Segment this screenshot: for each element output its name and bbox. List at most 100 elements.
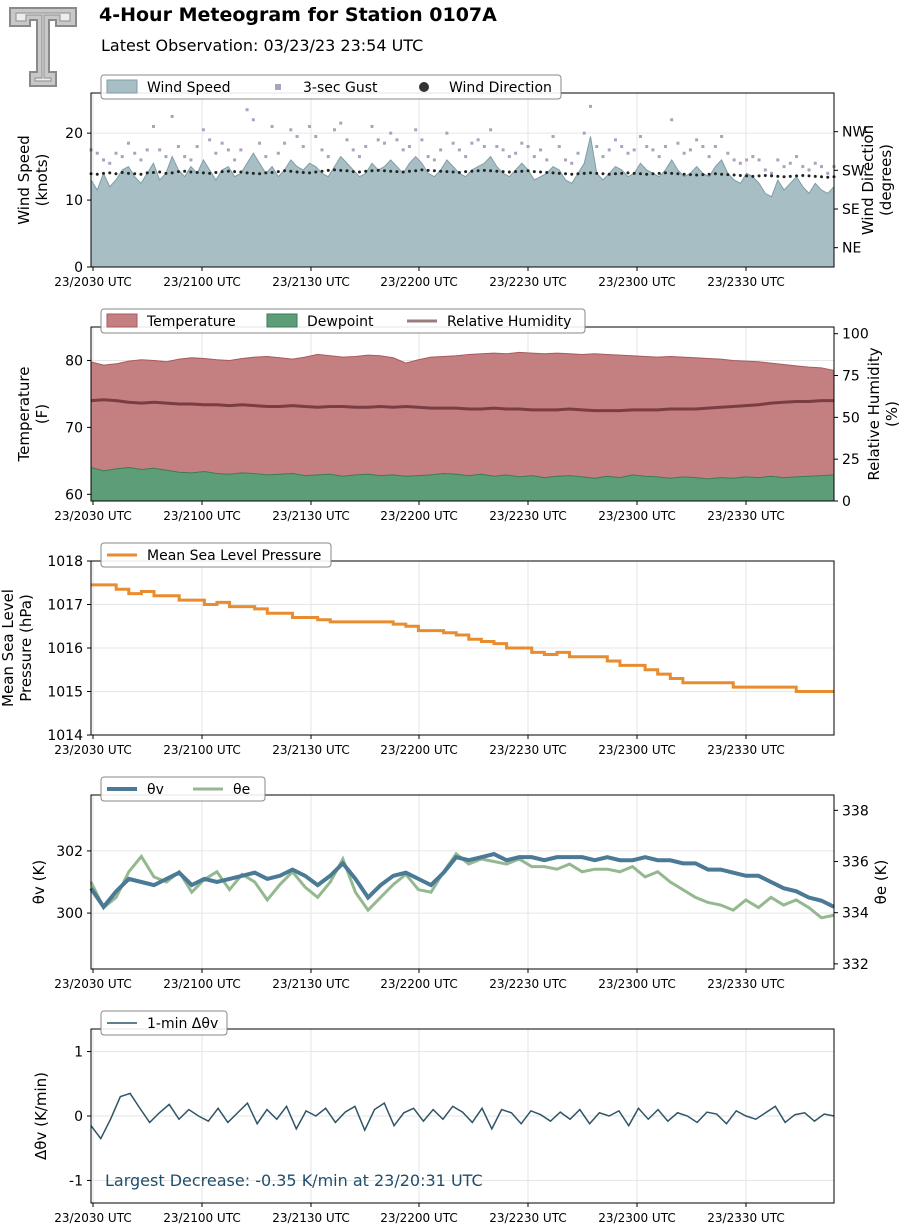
direction-point [95,172,99,176]
axis-label-line: Relative Humidity [865,347,883,480]
direction-point [233,170,237,174]
direction-point [258,172,262,176]
direction-point [545,170,549,174]
x-tick-label: 23/2030 UTC [54,509,131,523]
gust-point [120,155,124,159]
direction-point [120,170,124,174]
direction-point [158,170,162,174]
y2-tick-label: 50 [842,410,860,426]
direction-point [314,170,318,174]
panel-wind: 23/2030 UTC 23/2100 UTC 23/2130 UTC 23/2200… [15,74,895,289]
legend-label: θe [233,782,250,798]
largest-decrease-annotation: Largest Decrease: -0.35 K/min at 23/20:3… [105,1171,483,1190]
direction-point [551,171,555,175]
gust-point [645,145,649,149]
university-logo [8,6,78,92]
temperature-area [91,352,834,501]
gust-point [526,145,530,149]
direction-point [613,172,617,176]
direction-point [707,172,711,176]
x-tick-label: 23/2300 UTC [598,275,675,289]
gust-point [820,165,824,169]
gust-point [101,158,105,162]
direction-point [676,172,680,176]
y2-tick-label: SE [842,202,860,218]
direction-point [726,173,730,177]
axis-label-line: Wind Direction [859,125,877,235]
gust-point [176,145,180,149]
legend-swatch [106,313,138,328]
x-tick-label: 23/2230 UTC [489,509,566,523]
direction-point [738,173,742,177]
gust-point [139,158,143,162]
gust-point [208,138,212,142]
direction-point [439,169,443,173]
wind-speed-area [91,136,834,267]
direction-point [414,169,418,173]
direction-point [245,171,249,175]
x-tick-label: 23/2030 UTC [54,1211,131,1225]
direction-point [489,169,493,173]
y-tick-label: 1 [74,1045,83,1061]
x-tick-label: 23/2100 UTC [163,1211,240,1225]
direction-point [151,170,155,174]
direction-point [557,171,561,175]
dewpoint-area [91,467,834,501]
axis-label-line: Pressure (hPa) [17,594,35,702]
direction-point [620,171,624,175]
gust-point [314,135,318,138]
y-tick-label: 0 [74,1109,83,1125]
x-tick-label: 23/2130 UTC [272,743,349,757]
legend-label: Mean Sea Level Pressure [147,548,321,564]
gust-point [326,155,330,159]
gust-point [539,148,543,152]
gust-point [651,148,655,152]
gust-point [432,158,436,162]
y2-axis-label: Relative Humidity(%) [865,347,901,480]
rh-line [90,398,834,413]
gust-point [251,118,255,122]
legend-label: 1-min Δθv [147,1016,218,1032]
gust-point [270,124,274,128]
direction-point [345,169,349,173]
direction-point [701,173,705,177]
gust-point [151,124,155,128]
direction-point [201,171,205,175]
gust-point [545,158,549,162]
gust-point [133,151,137,155]
direction-point [164,171,168,175]
gust-point [626,151,630,155]
axis-label-line: θv (K) [30,860,48,904]
direction-point [289,169,293,173]
legend-box [100,74,562,100]
x-tick-label: 23/2100 UTC [163,977,240,991]
direction-point [301,170,305,174]
y-axis-label: Wind Speed(knots) [15,135,51,225]
direction-point [638,172,642,176]
gust-point [688,148,692,152]
direction-point [101,171,105,175]
direction-point [776,174,780,178]
direction-point [220,170,224,174]
y-axis-label: θv (K) [30,860,48,904]
gust-point [532,155,536,159]
direction-point [539,170,543,174]
gust-point [732,158,736,162]
legend-box [100,776,266,802]
y2-tick-label: NW [842,125,866,141]
direction-point [720,172,724,176]
direction-point [757,174,761,178]
x-tick-label: 23/2100 UTC [163,743,240,757]
y2-tick-label: 0 [842,494,851,510]
direction-point [495,169,499,173]
gust-point [289,128,293,132]
direction-point [695,173,699,177]
gust-point [595,145,599,149]
gust-point [395,138,399,142]
gust-point [638,135,642,138]
gust-point [701,145,705,149]
gust-point [158,148,162,152]
gust-point [482,145,486,149]
gust-point [426,155,430,159]
axis-label-line: Δθv (K/min) [32,1072,50,1160]
